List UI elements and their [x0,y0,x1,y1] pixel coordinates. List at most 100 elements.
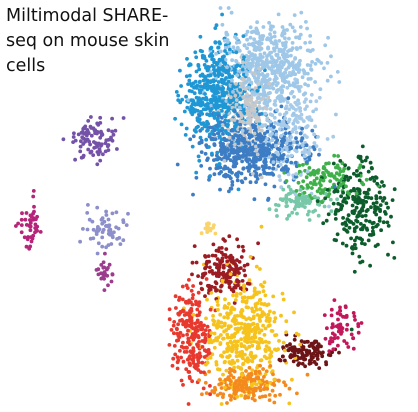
cell-point-cluster-0 [209,45,214,50]
cell-point-cluster-15 [243,394,248,398]
cell-point-cluster-7 [356,201,360,206]
cell-point-cluster-10 [96,229,100,233]
cell-point-cluster-8 [79,139,83,144]
cell-point-cluster-14 [172,320,177,324]
cell-point-cluster-2 [204,143,209,148]
cell-point-cluster-5 [285,204,289,208]
cell-point-cluster-7 [333,217,338,221]
cell-point-cluster-13 [248,317,253,322]
cell-point-cluster-16 [285,344,289,348]
cell-point-cluster-4 [298,109,303,113]
cell-point-cluster-0 [233,124,237,129]
cell-point-cluster-0 [226,108,231,113]
cell-point-cluster-5 [311,209,315,214]
cell-point-cluster-13 [261,323,265,328]
cell-point-cluster-14 [188,354,192,358]
cell-point-cluster-7 [392,256,397,260]
cell-point-cluster-13 [250,306,254,311]
cell-point-cluster-9 [31,189,36,193]
cell-point-cluster-0 [226,79,231,84]
cell-point-cluster-10 [110,211,115,216]
cell-point-cluster-13 [260,310,265,315]
cell-point-cluster-1 [310,48,315,52]
cell-point-cluster-2 [236,149,241,154]
cell-point-cluster-13 [223,297,227,302]
cell-point-cluster-14 [203,328,208,332]
cell-point-cluster-15 [203,380,208,385]
cell-point-cluster-11 [103,251,107,256]
cell-point-cluster-0 [197,80,202,85]
cell-point-cluster-2 [280,138,285,143]
cell-point-cluster-1 [297,36,302,41]
cell-point-cluster-1 [261,25,266,29]
cell-point-cluster-13 [258,267,262,271]
cell-point-cluster-2 [221,132,225,136]
cell-point-cluster-6 [344,184,348,189]
cell-point-cluster-13 [224,328,229,333]
cell-point-cluster-1 [262,51,267,56]
cell-point-cluster-17 [327,341,332,346]
cell-point-cluster-13 [252,309,256,314]
cell-point-cluster-4 [304,97,308,102]
cell-point-cluster-0 [223,49,227,53]
cell-point-cluster-1 [260,92,265,96]
cell-point-cluster-0 [223,113,228,118]
cell-point-cluster-13 [253,330,258,335]
cell-point-cluster-2 [289,160,294,165]
cell-point-cluster-9 [28,213,33,218]
cell-point-cluster-6 [324,161,328,166]
cell-point-cluster-0 [202,54,207,59]
cell-point-cluster-1 [280,84,285,88]
cell-point-cluster-2 [236,153,241,158]
cell-point-cluster-16 [326,353,331,357]
cell-point-cluster-0 [197,158,202,163]
cell-point-cluster-13 [228,339,233,344]
cell-point-cluster-14 [205,324,210,329]
cell-point-cluster-15 [243,380,247,385]
cell-point-cluster-15 [227,386,231,390]
cell-point-cluster-12 [239,255,244,259]
cell-point-cluster-2 [212,128,217,133]
cell-point-cluster-7 [377,190,382,195]
cell-point-cluster-5 [267,207,272,212]
cell-point-cluster-14 [181,359,186,364]
cell-point-cluster-8 [82,136,86,141]
cell-point-cluster-2 [212,143,217,148]
cell-point-cluster-1 [290,41,295,45]
cell-point-cluster-14 [189,320,194,324]
cell-point-cluster-3 [254,119,259,123]
cell-point-cluster-5 [288,191,293,196]
cell-point-cluster-1 [308,34,313,38]
cell-point-cluster-13 [284,330,288,335]
cell-point-cluster-2 [214,166,219,171]
cell-point-cluster-2 [317,152,321,157]
cell-point-cluster-12 [238,286,243,291]
cell-point-cluster-0 [220,99,225,103]
cell-point-cluster-0 [206,122,211,126]
cell-point-cluster-2 [283,131,288,136]
cell-point-cluster-4 [293,117,298,121]
cell-point-cluster-1 [263,98,268,103]
cell-point-cluster-14 [208,384,212,388]
cell-point-cluster-0 [187,78,192,83]
cell-point-cluster-0 [193,79,198,84]
cell-point-cluster-2 [280,156,284,161]
cell-point-cluster-0 [231,84,236,89]
cell-point-cluster-15 [228,367,232,371]
cell-point-cluster-0 [209,87,214,92]
cell-point-cluster-13 [242,283,246,288]
cell-point-cluster-15 [197,378,202,382]
cell-point-cluster-13 [266,324,271,328]
cell-point-cluster-1 [299,10,304,15]
cell-point-cluster-15 [247,372,251,376]
cell-point-cluster-7 [351,222,356,226]
cell-point-cluster-1 [237,40,242,45]
cell-point-cluster-13 [246,305,251,310]
cell-point-cluster-1 [294,46,299,50]
cell-point-cluster-2 [206,156,210,161]
cell-point-cluster-4 [294,149,299,154]
cell-point-cluster-15 [229,397,233,402]
cell-point-cluster-6 [305,183,310,188]
cell-point-cluster-18 [204,222,209,227]
cell-point-cluster-2 [191,192,195,197]
